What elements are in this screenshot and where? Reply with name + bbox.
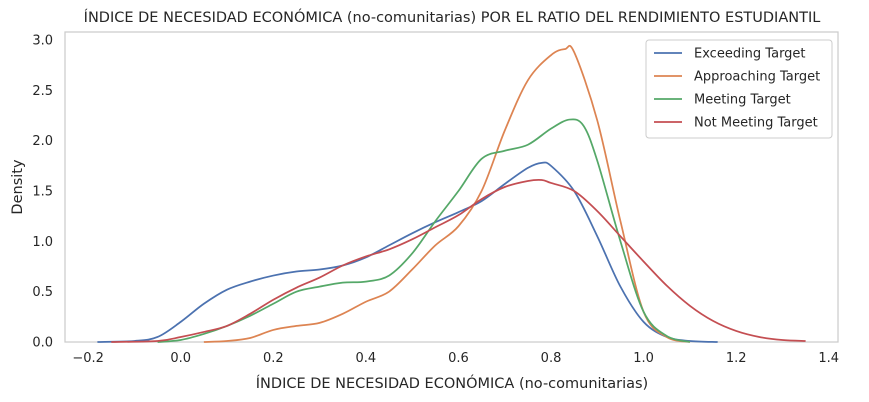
y-tick-label: 2.5 [32, 84, 53, 99]
y-tick-label: 1.0 [32, 235, 53, 250]
x-tick-label: 1.2 [726, 351, 747, 366]
x-tick-label: −0.2 [72, 351, 104, 366]
x-tick-label: 1.4 [818, 351, 839, 366]
series-line-meeting-target [157, 118, 691, 343]
x-tick-label: 0.2 [263, 351, 284, 366]
y-tick-label: 0.5 [32, 285, 53, 300]
legend-label-meeting-target: Meeting Target [694, 93, 791, 108]
y-tick-label: 3.0 [32, 34, 53, 49]
legend-label-approaching-target: Approaching Target [694, 70, 820, 85]
x-tick-label: 1.0 [633, 351, 654, 366]
series-line-exceeding-target [97, 161, 718, 343]
x-tick-label: 0.8 [541, 351, 562, 366]
x-tick-label: 0.0 [170, 351, 191, 366]
legend-label-exceeding-target: Exceeding Target [694, 47, 806, 62]
x-axis-label: ÍNDICE DE NECESIDAD ECONÓMICA (no-comuni… [256, 374, 648, 392]
x-tick-label: 0.4 [356, 351, 377, 366]
series-line-not-meeting-target [111, 178, 806, 343]
x-tick-label: 0.6 [448, 351, 469, 366]
y-axis-label: Density [10, 159, 26, 215]
y-tick-label: 0.0 [32, 336, 53, 351]
y-tick-label: 2.0 [32, 134, 53, 149]
x-axis-ticks: −0.2 0.0 0.2 0.4 0.6 0.8 1.0 1.2 1.4 [72, 351, 839, 366]
legend: Exceeding Target Approaching Target Meetin… [645, 39, 833, 139]
y-tick-label: 1.5 [32, 185, 53, 200]
legend-box [645, 39, 833, 139]
legend-label-not-meeting-target: Not Meeting Target [694, 116, 818, 131]
y-axis-ticks: 0.0 0.5 1.0 1.5 2.0 2.5 3.0 [32, 34, 53, 351]
series-line-approaching-target [203, 44, 691, 343]
chart-title: ÍNDICE DE NECESIDAD ECONÓMICA (no-comuni… [84, 8, 821, 26]
